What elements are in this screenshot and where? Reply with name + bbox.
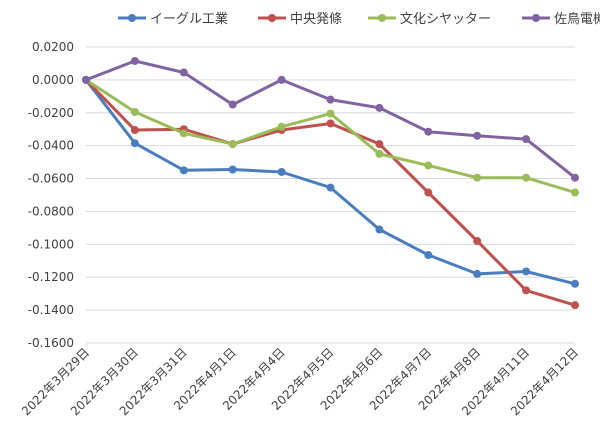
series-point (277, 75, 286, 84)
series-point (326, 109, 335, 118)
legend-swatch-marker (268, 14, 276, 22)
y-tick-label: -0.0400 (28, 139, 74, 153)
series-point (179, 166, 188, 175)
series-point (522, 173, 531, 182)
series-point (424, 251, 433, 260)
series-point (473, 131, 482, 140)
series-point (571, 188, 579, 197)
series-point (424, 161, 433, 170)
legend-swatch-marker (128, 14, 136, 22)
series-point (130, 107, 139, 116)
legend-label: イーグル工業 (150, 11, 228, 27)
series-point (130, 139, 139, 148)
series-point (424, 188, 433, 197)
y-tick-label: 0.0000 (32, 73, 74, 87)
y-tick-label: -0.1200 (28, 270, 74, 284)
series-point (130, 126, 139, 135)
legend-label: 佐鳥電機 (554, 12, 600, 27)
series-point (571, 301, 579, 310)
series-point (473, 269, 482, 278)
y-tick-label: -0.1400 (28, 303, 74, 317)
series-point (277, 167, 286, 176)
legend-label: 文化シヤッター (400, 12, 491, 27)
series-point (179, 68, 188, 77)
series-point (326, 183, 335, 192)
series-point (522, 267, 531, 276)
series-point (375, 149, 384, 158)
series-point (228, 100, 237, 109)
series-point (473, 173, 482, 182)
series-line-4 (85, 59, 576, 179)
legend-label: 中央発條 (290, 12, 342, 27)
series-point (571, 173, 579, 182)
series-point (375, 225, 384, 234)
series-point (571, 279, 579, 288)
series-point (228, 165, 237, 174)
legend-swatch-marker (532, 14, 540, 22)
series-point (277, 122, 286, 131)
series-point (375, 140, 384, 149)
y-tick-label: -0.1000 (28, 237, 74, 251)
series-point (522, 286, 531, 295)
series-point (130, 56, 139, 65)
y-tick-label: -0.0600 (28, 172, 74, 186)
series-point (326, 119, 335, 128)
y-tick-label: -0.1600 (28, 336, 74, 350)
series-point (326, 95, 335, 104)
series-point (424, 127, 433, 136)
legend-swatch-marker (378, 14, 386, 22)
series-point (473, 237, 482, 246)
y-tick-label: -0.0800 (28, 204, 74, 218)
y-tick-label: 0.0200 (32, 40, 74, 54)
y-tick-label: -0.0200 (28, 106, 74, 120)
series-point (522, 135, 531, 144)
series-point (228, 140, 237, 149)
series-point (375, 103, 384, 112)
series-point (179, 129, 188, 138)
series-point (82, 75, 90, 84)
